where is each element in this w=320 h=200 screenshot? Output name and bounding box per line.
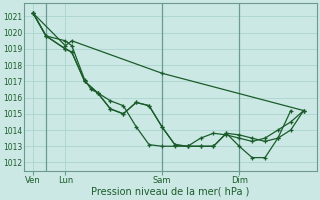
X-axis label: Pression niveau de la mer( hPa ): Pression niveau de la mer( hPa ) <box>91 187 250 197</box>
